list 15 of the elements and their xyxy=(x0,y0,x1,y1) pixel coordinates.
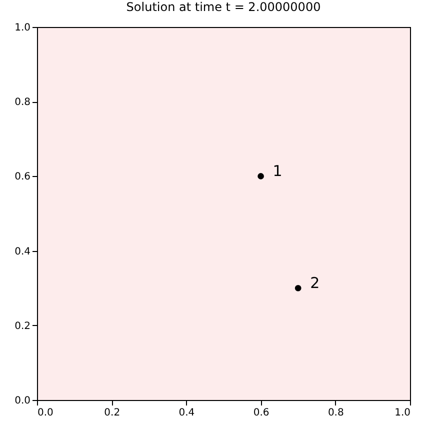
y-tick-label: 0.4 xyxy=(14,246,30,258)
x-tick-label: 0.4 xyxy=(178,408,195,418)
y-tick-label: 0.8 xyxy=(14,97,30,108)
x-tick-label: 0.6 xyxy=(253,408,270,418)
y-tick-label: 0.2 xyxy=(14,320,30,332)
x-tick-label: 1.0 xyxy=(394,408,410,418)
x-tick-label: 0.2 xyxy=(104,408,120,418)
x-tick-label: 0.0 xyxy=(38,408,54,418)
x-tick-label: 0.8 xyxy=(328,408,344,418)
annotation: 1 xyxy=(272,162,282,180)
y-tick-label: 0.0 xyxy=(14,396,30,406)
y-tick-label: 1.0 xyxy=(14,22,30,34)
chart-title: Solution at time t = 2.00000000 xyxy=(126,0,321,14)
annotation: 2 xyxy=(310,274,320,292)
y-tick-label: 0.6 xyxy=(14,172,30,183)
